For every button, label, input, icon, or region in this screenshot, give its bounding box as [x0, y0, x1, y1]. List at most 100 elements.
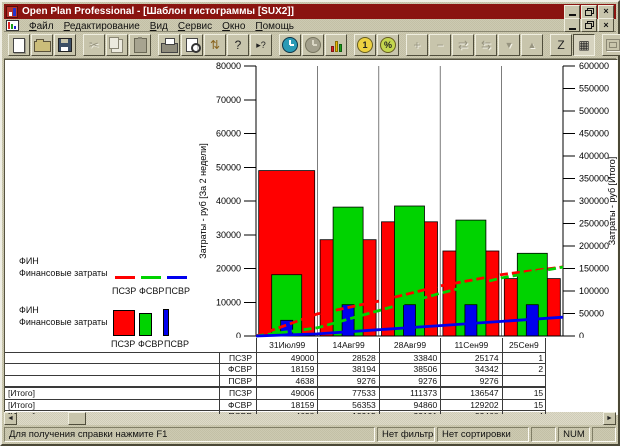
menu-service[interactable]: Сервис [177, 21, 213, 32]
mdi-minimize-button[interactable] [564, 18, 580, 32]
help-button[interactable]: ? [227, 34, 249, 56]
cell-ПСВР-2[interactable]: 23191 [378, 410, 440, 414]
table-row-total-ФСВР[interactable]: [Итого] ФСВР 18159 56353 94860 129202 15 [5, 399, 547, 411]
row-series-cell[interactable]: ФСВР [219, 399, 256, 410]
cell-ПСВР-2[interactable]: 9276 [378, 375, 440, 387]
cell-ПСЗР-4[interactable]: 15 [501, 388, 547, 399]
scrollbar-thumb[interactable] [68, 412, 86, 425]
cost-histogram-button[interactable] [325, 34, 347, 56]
table-row-ПСЗР[interactable]: ПСЗР 49000 28528 33840 25174 1 [5, 353, 547, 365]
date-header-2[interactable]: 28Авг99 [378, 338, 440, 352]
new-document-button[interactable] [8, 34, 30, 56]
menu-edit[interactable]: Редактирование [63, 21, 140, 32]
menu-help[interactable]: Помощь [255, 21, 295, 32]
date-header-1[interactable]: 14Авг99 [317, 338, 378, 352]
link-successor-button[interactable]: ⇄ [452, 34, 474, 56]
date-header-4[interactable]: 25Сен9 [501, 338, 547, 352]
cell-ПСЗР-4[interactable]: 1 [501, 353, 547, 364]
menu-view[interactable]: Вид [149, 21, 168, 32]
mdi-restore-button[interactable] [581, 18, 597, 32]
scroll-left-button[interactable]: ◄ [4, 412, 17, 425]
cell-ПСВР-3[interactable]: 32468 [440, 410, 501, 414]
svg-text:40000: 40000 [216, 196, 241, 206]
move-down-button[interactable]: ▼ [498, 34, 520, 56]
cell-ПСВР-1[interactable]: 9276 [317, 375, 378, 387]
import-export-button[interactable]: ⇅ [204, 34, 226, 56]
row-series-cell[interactable]: ФСВР [219, 364, 256, 375]
svg-text:350000: 350000 [579, 174, 609, 184]
print-button[interactable] [158, 34, 180, 56]
cell-ФСВР-0[interactable]: 18159 [256, 399, 317, 410]
minimize-button[interactable] [564, 4, 580, 19]
table-row-total-ПСВР[interactable]: [Итого]ПСВР46381391523191324684 [5, 410, 547, 414]
cell-ФСВР-0[interactable]: 18159 [256, 364, 317, 375]
copy-button[interactable] [106, 34, 128, 56]
resource-analysis-button[interactable] [302, 34, 324, 56]
menu-window[interactable]: Окно [222, 21, 246, 32]
date-header-0[interactable]: 31Июл99 [256, 338, 317, 352]
status-sort: Нет сортировки [437, 427, 529, 442]
title-bar: Open Plan Professional - [Шаблон гистогр… [4, 4, 616, 19]
table-row-ФСВР[interactable]: ФСВР 18159 38194 38506 34342 2 [5, 364, 547, 376]
cell-ПСЗР-2[interactable]: 33840 [378, 353, 440, 364]
cell-ПСЗР-3[interactable]: 25174 [440, 353, 501, 364]
print-preview-button[interactable] [181, 34, 203, 56]
cell-ПСВР-1[interactable]: 13915 [317, 410, 378, 414]
cell-ПСВР-4[interactable]: 4 [501, 410, 547, 414]
cell-ФСВР-1[interactable]: 56353 [317, 399, 378, 410]
cell-ФСВР-1[interactable]: 38194 [317, 364, 378, 375]
cell-ФСВР-4[interactable]: 2 [501, 364, 547, 375]
time-analysis-button[interactable] [279, 34, 301, 56]
mdi-close-button[interactable]: × [598, 18, 614, 32]
cell-ФСВР-2[interactable]: 94860 [378, 399, 440, 410]
table-row-ПСВР[interactable]: ПСВР 4638 9276 9276 9276 [5, 375, 547, 389]
menu-bar: Файл Редактирование Вид Сервис Окно Помощь × [4, 18, 616, 32]
cell-ПСВР-0[interactable]: 4638 [256, 375, 317, 387]
cell-ПСЗР-1[interactable]: 77533 [317, 388, 378, 399]
histogram-view-button[interactable]: ▦ [573, 34, 595, 56]
row-series-cell[interactable]: ПСВР [219, 410, 256, 414]
cost-units-button[interactable]: 1 [354, 34, 376, 56]
cell-ПСЗР-1[interactable]: 28528 [317, 353, 378, 364]
context-help-button[interactable]: ▸? [250, 34, 272, 56]
move-up-button[interactable]: ▲ [521, 34, 543, 56]
cell-ФСВР-2[interactable]: 38506 [378, 364, 440, 375]
restore-button[interactable] [581, 4, 597, 19]
open-file-button[interactable] [31, 34, 53, 56]
row-series-cell[interactable]: ПСВР [219, 375, 256, 387]
cell-ПСЗР-0[interactable]: 49000 [256, 353, 317, 364]
add-button[interactable]: + [406, 34, 428, 56]
cell-ПСВР-0[interactable]: 4638 [256, 410, 317, 414]
cell-ФСВР-3[interactable]: 34342 [440, 364, 501, 375]
link-predecessor-icon: ⇆ [480, 38, 492, 52]
remove-button[interactable]: − [429, 34, 451, 56]
period-separators [317, 66, 502, 336]
percent-complete-button[interactable]: % [377, 34, 399, 56]
cut-button[interactable]: ✂ [83, 34, 105, 56]
cell-ПСВР-4[interactable] [501, 375, 547, 387]
status-num-lock: NUM [558, 427, 590, 442]
cell-ПСЗР-2[interactable]: 111373 [378, 388, 440, 399]
zoom-z-button[interactable]: Z [550, 34, 572, 56]
save-button[interactable] [54, 34, 76, 56]
cell-ФСВР-3[interactable]: 129202 [440, 399, 501, 410]
document-icon[interactable] [6, 19, 19, 31]
menu-file[interactable]: Файл [29, 21, 54, 32]
app-icon[interactable] [6, 5, 18, 18]
table-row-total-ПСЗР[interactable]: [Итого] ПСЗР 49006 77533 111373 136547 15 [5, 388, 547, 400]
cell-ФСВР-4[interactable]: 15 [501, 399, 547, 410]
paste-button[interactable] [129, 34, 151, 56]
close-button[interactable]: × [598, 4, 614, 19]
link-predecessor-button[interactable]: ⇆ [475, 34, 497, 56]
horizontal-scrollbar[interactable]: ◄ ► [4, 412, 616, 425]
scroll-right-button[interactable]: ► [603, 412, 616, 425]
window-tile-button[interactable] [602, 34, 620, 56]
save-icon [58, 38, 72, 52]
row-series-cell[interactable]: ПСЗР [219, 388, 256, 399]
row-series-cell[interactable]: ПСЗР [219, 353, 256, 364]
row-group-cell [5, 353, 219, 363]
cell-ПСВР-3[interactable]: 9276 [440, 375, 501, 387]
cell-ПСЗР-0[interactable]: 49006 [256, 388, 317, 399]
date-header-3[interactable]: 11Сен99 [440, 338, 501, 352]
cell-ПСЗР-3[interactable]: 136547 [440, 388, 501, 399]
